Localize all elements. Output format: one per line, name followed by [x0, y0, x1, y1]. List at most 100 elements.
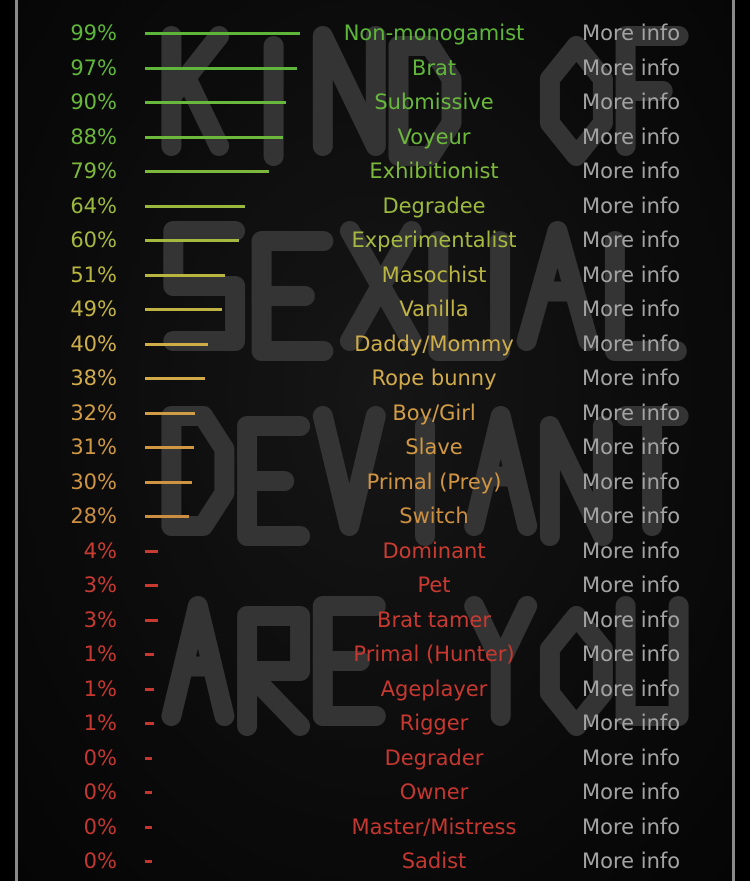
- result-percent: 28%: [70, 504, 117, 528]
- result-percent: 90%: [70, 90, 117, 114]
- result-name: Rigger: [399, 711, 469, 735]
- result-bar: [145, 239, 240, 242]
- result-row: 1% Ageplayer More info: [0, 672, 750, 707]
- more-info-link[interactable]: More info: [582, 573, 681, 597]
- result-name: Brat: [411, 55, 457, 80]
- more-info-link[interactable]: More info: [582, 262, 681, 287]
- result-name: Submissive: [374, 90, 494, 114]
- result-bar: [145, 170, 270, 173]
- left-border: [15, 0, 18, 881]
- more-info-link[interactable]: More info: [582, 607, 681, 632]
- more-info-link[interactable]: More info: [582, 642, 681, 666]
- more-info-link[interactable]: More info: [582, 90, 681, 114]
- result-bar: [145, 135, 284, 139]
- result-percent: 3%: [83, 607, 117, 632]
- result-name: Brat tamer: [377, 607, 491, 632]
- more-info-link[interactable]: More info: [582, 21, 681, 45]
- more-info-link[interactable]: More info: [582, 124, 681, 149]
- result-row: 90% Submissive More info: [0, 85, 750, 120]
- more-info-link[interactable]: More info: [582, 435, 681, 459]
- result-bar: [145, 860, 152, 863]
- result-percent: 4%: [83, 538, 117, 563]
- result-row: 28% Switch More info: [0, 499, 750, 534]
- result-bar: [145, 446, 194, 449]
- result-bar: [145, 342, 208, 346]
- more-info-link[interactable]: More info: [582, 745, 681, 770]
- result-name: Rope bunny: [371, 366, 497, 390]
- result-row: 38% Rope bunny More info: [0, 361, 750, 396]
- result-bar: [145, 687, 154, 691]
- more-info-link[interactable]: More info: [582, 814, 681, 839]
- result-name: Voyeur: [397, 124, 471, 149]
- result-bar: [145, 549, 158, 553]
- result-bar: [145, 411, 196, 415]
- result-percent: 30%: [70, 469, 117, 494]
- result-bar: [145, 618, 158, 622]
- result-bar: [145, 791, 152, 794]
- result-bar: [145, 273, 226, 277]
- result-row: 0% Owner More info: [0, 775, 750, 810]
- result-name: Boy/Girl: [392, 400, 476, 425]
- result-row: 60% Experimentalist More info: [0, 223, 750, 258]
- result-percent: 0%: [83, 814, 117, 839]
- more-info-link[interactable]: More info: [582, 780, 681, 804]
- more-info-link[interactable]: More info: [582, 538, 681, 563]
- result-bar: [145, 308, 222, 311]
- result-bar: [145, 32, 301, 35]
- more-info-link[interactable]: More info: [582, 55, 681, 80]
- result-row: 31% Slave More info: [0, 430, 750, 465]
- result-percent: 3%: [83, 573, 117, 597]
- result-percent: 79%: [70, 159, 117, 183]
- result-name: Dominant: [382, 538, 486, 563]
- result-name: Degrader: [384, 745, 484, 770]
- result-percent: 31%: [70, 435, 117, 459]
- more-info-link[interactable]: More info: [582, 469, 681, 494]
- result-bar: [145, 101, 287, 104]
- result-percent: 0%: [83, 780, 117, 804]
- result-bar: [145, 480, 193, 484]
- result-name: Experimentalist: [351, 228, 517, 252]
- more-info-link[interactable]: More info: [582, 297, 681, 321]
- result-bar: [145, 377, 205, 380]
- result-percent: 99%: [70, 21, 117, 45]
- more-info-link[interactable]: More info: [582, 193, 681, 218]
- more-info-link[interactable]: More info: [582, 331, 681, 356]
- result-name: Vanilla: [399, 297, 469, 321]
- result-bar: [145, 66, 298, 70]
- result-bar: [145, 722, 154, 725]
- more-info-link[interactable]: More info: [582, 711, 681, 735]
- result-bar: [145, 515, 189, 518]
- more-info-link[interactable]: More info: [582, 366, 681, 390]
- result-name: Exhibitionist: [369, 159, 499, 183]
- result-percent: 1%: [83, 711, 117, 735]
- more-info-link[interactable]: More info: [582, 849, 681, 873]
- result-name: Master/Mistress: [351, 814, 517, 839]
- result-row: 1% Rigger More info: [0, 706, 750, 741]
- result-row: 79% Exhibitionist More info: [0, 154, 750, 189]
- result-percent: 38%: [70, 366, 117, 390]
- result-percent: 40%: [70, 331, 117, 356]
- result-row: 97% Brat More info: [0, 51, 750, 86]
- more-info-link[interactable]: More info: [582, 400, 681, 425]
- result-name: Sadist: [401, 849, 467, 873]
- results-list: 99% Non-monogamist More info 97% Brat More in…: [0, 16, 750, 879]
- result-name: Primal (Hunter): [353, 642, 515, 666]
- more-info-link[interactable]: More info: [582, 159, 681, 183]
- more-info-link[interactable]: More info: [582, 676, 681, 701]
- result-percent: 1%: [83, 676, 117, 701]
- result-row: 4% Dominant More info: [0, 534, 750, 569]
- result-percent: 97%: [70, 55, 117, 80]
- result-name: Non-monogamist: [343, 21, 525, 45]
- result-row: 0% Degrader More info: [0, 741, 750, 776]
- result-bar: [145, 584, 158, 587]
- result-name: Degradee: [382, 193, 486, 218]
- result-name: Owner: [399, 780, 469, 804]
- right-border: [732, 0, 735, 881]
- result-percent: 0%: [83, 745, 117, 770]
- result-name: Pet: [417, 573, 451, 597]
- result-percent: 88%: [70, 124, 117, 149]
- more-info-link[interactable]: More info: [582, 228, 681, 252]
- result-row: 1% Primal (Hunter) More info: [0, 637, 750, 672]
- more-info-link[interactable]: More info: [582, 504, 681, 528]
- result-name: Masochist: [381, 262, 487, 287]
